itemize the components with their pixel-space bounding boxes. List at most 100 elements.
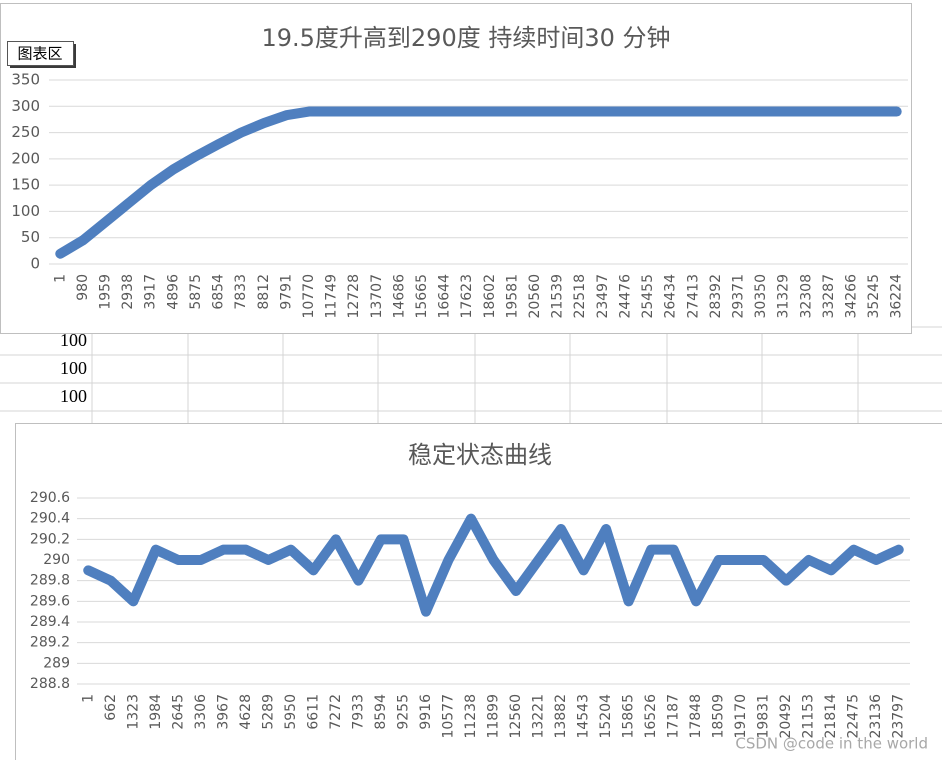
x-tick-label: 33287 [821,274,837,319]
x-tick-label: 5950 [283,694,299,730]
x-tick-label: 16526 [643,694,659,739]
x-tick-label: 21153 [801,694,817,739]
series-line [83,513,904,617]
y-tick-label: 300 [11,97,40,115]
x-tick-label: 6854 [211,274,227,310]
watermark: CSDN @code in the world [735,735,928,753]
x-tick-label: 1984 [148,694,164,730]
x-tick-label: 21814 [823,694,839,739]
x-tick-label: 9916 [418,694,434,730]
x-tick-label: 19170 [733,694,749,739]
chart-area[interactable] [15,423,942,760]
x-tick-label: 3917 [143,274,159,310]
cell: 100 [60,0,87,4]
y-tick-label: 289.6 [30,593,70,609]
x-tick-label: 12560 [508,694,524,739]
x-tick-label: 7933 [350,694,366,730]
x-tick-label: 19581 [504,274,520,319]
x-tick-label: 22475 [846,694,862,739]
y-tick-label: 289.2 [30,635,70,651]
x-tick-label: 30350 [753,274,769,319]
x-tick-label: 18509 [711,694,727,739]
x-tick-label: 28392 [708,274,724,319]
x-tick-label: 23136 [868,694,884,739]
x-tick-label: 14543 [576,694,592,739]
y-tick-label: 100 [11,202,40,220]
x-tick-label: 6611 [305,694,321,730]
x-tick-label: 26434 [663,274,679,319]
x-tick-label: 1323 [125,694,141,730]
x-tick-label: 23797 [891,694,907,739]
x-tick-label: 11899 [486,694,502,739]
x-tick-label: 25455 [640,274,656,319]
chart-title: 稳定状态曲线 [408,441,552,469]
x-tick-label: 23497 [595,274,611,319]
y-tick-label: 200 [11,149,40,167]
plots: 19.5度升高到290度 持续时间30 分钟 0 50 100 150 200 250 300… [11,24,910,739]
y-tick-label: 288.8 [30,676,70,692]
series-line [55,106,902,259]
x-tick-label: 1 [80,694,96,703]
y-tick-label: 289 [43,655,70,671]
cell: 100 [60,330,87,350]
x-tick-label: 16644 [437,274,453,319]
x-tick-label: 14686 [391,274,407,319]
y-tick-label: 0 [30,255,40,273]
y-tick-label: 289.4 [30,614,70,630]
chart-area[interactable] [0,3,912,334]
chart-title: 19.5度升高到290度 持续时间30 分钟 [261,24,670,52]
x-tick-label: 13707 [369,274,385,319]
x-tick-label: 11238 [463,694,479,739]
y-tick-label: 350 [11,71,40,89]
tooltip: 图表区 [17,45,62,63]
x-tick-label: 15865 [621,694,637,739]
x-tick-label: 22518 [572,274,588,319]
x-tick-label: 3306 [193,694,209,730]
x-tick-label: 4896 [165,274,181,310]
x-tick-label: 2938 [120,274,136,310]
x-tick-label: 15204 [598,694,614,739]
y-tick-label: 290.6 [30,490,70,506]
x-tick-label: 20560 [527,274,543,319]
y-tick-label: 250 [11,123,40,141]
x-tick-label: 3967 [215,694,231,730]
x-tick-label: 29371 [730,274,746,319]
x-tick-label: 980 [75,274,91,301]
x-tick-label: 8812 [256,274,272,310]
x-tick-label: 11749 [324,274,340,319]
x-tick-label: 8594 [373,694,389,730]
y-tick-label: 290 [43,552,70,568]
x-tick-label: 9255 [395,694,411,730]
x-tick-label: 21539 [550,274,566,319]
x-tick-label: 19831 [756,694,772,739]
y-tick-label: 289.8 [30,573,70,589]
y-tick-label: 290.2 [30,531,70,547]
x-tick-label: 35245 [866,274,882,319]
x-tick-label: 1959 [98,274,114,310]
x-tick-label: 34266 [843,274,859,319]
x-tick-label: 13221 [531,694,547,739]
cell: 100 [60,358,87,378]
x-tick-label: 9791 [278,274,294,310]
x-tick-label: 7272 [328,694,344,730]
x-tick-label: 17848 [688,694,704,739]
x-tick-label: 1 [52,274,68,283]
x-tick-label: 13882 [553,694,569,739]
x-tick-label: 662 [103,694,119,721]
x-tick-label: 15665 [414,274,430,319]
x-tick-label: 17187 [666,694,682,739]
y-tick-label: 290.4 [30,511,70,527]
x-tick-label: 10770 [301,274,317,319]
x-tick-label: 10577 [440,694,456,739]
x-tick-label: 7833 [233,274,249,310]
tooltip-box [7,41,74,66]
x-tick-label: 5289 [260,694,276,730]
x-tick-label: 36224 [889,274,905,319]
x-tick-label: 2645 [170,694,186,730]
x-tick-label: 24476 [617,274,633,319]
x-tick-label: 20492 [778,694,794,739]
sheet-grid [0,326,942,423]
x-tick-label: 4628 [238,694,254,730]
x-tick-label: 18602 [482,274,498,319]
